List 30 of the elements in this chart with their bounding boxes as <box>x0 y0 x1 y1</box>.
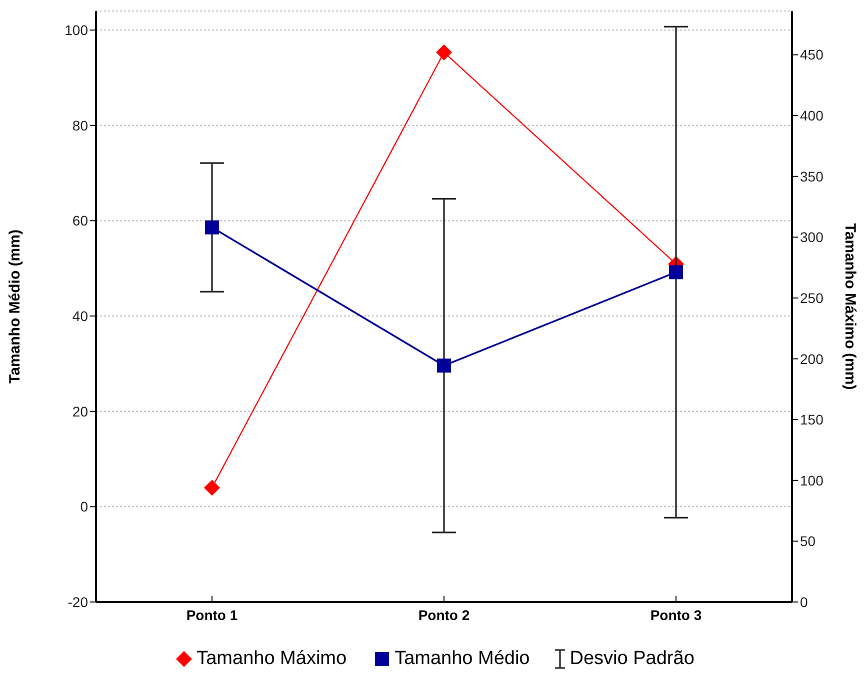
point <box>437 358 451 373</box>
y-tick-label: 20 <box>72 403 88 420</box>
y2-tick-label: 100 <box>800 472 824 488</box>
y2-tick-label: 350 <box>800 168 824 184</box>
y2-tick-label: 50 <box>800 533 816 550</box>
point <box>669 265 683 280</box>
legend-label: Tamanho Máximo <box>196 648 347 670</box>
y-tick-label: 80 <box>72 117 88 134</box>
y2-tick-label: 300 <box>800 229 824 246</box>
y-tick-label: 100 <box>64 22 88 38</box>
y2-tick-label: 200 <box>800 350 824 367</box>
y2-axis-title: Tamanho Máximo (mm) <box>842 223 859 390</box>
y2-tick-label: 400 <box>800 108 824 124</box>
y2-tick-label: 450 <box>800 46 824 63</box>
y-tick-label: -20 <box>68 594 88 610</box>
point <box>436 44 452 60</box>
legend-label: Tamanho Médio <box>394 648 530 670</box>
x-tick-label: Ponto 1 <box>186 606 238 623</box>
y-tick-label: 60 <box>72 212 88 229</box>
point <box>204 480 220 496</box>
y-axis-title: Tamanho Médio (mm) <box>6 230 24 384</box>
y2-tick-label: 0 <box>800 594 808 610</box>
point <box>205 220 219 234</box>
x-tick-label: Ponto 2 <box>418 606 470 623</box>
y2-tick-label: 150 <box>800 412 824 428</box>
y-tick-label: 0 <box>80 498 88 515</box>
x-tick-label: Ponto 3 <box>650 606 702 623</box>
text: Desvio Padrão <box>570 648 694 670</box>
y2-tick-label: 250 <box>800 290 824 306</box>
y-tick-label: 40 <box>72 308 88 324</box>
